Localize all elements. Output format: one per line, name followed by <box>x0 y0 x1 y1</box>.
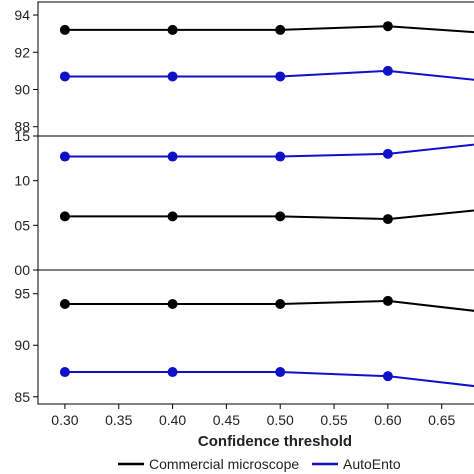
data-point <box>59 151 70 162</box>
panel-3: 85 90 95 <box>14 269 474 405</box>
x-tick-label: 0.30 <box>51 412 78 428</box>
y-tick-label: 05 <box>14 217 30 233</box>
data-point <box>382 148 393 159</box>
data-point <box>382 295 393 306</box>
data-point <box>59 24 70 35</box>
data-point <box>275 367 286 378</box>
data-point <box>59 299 70 310</box>
data-point <box>382 371 393 382</box>
series-line-autoento <box>64 143 474 158</box>
x-tick-label: 0.65 <box>428 412 455 428</box>
y-tick-label: 00 <box>14 262 30 278</box>
data-point <box>167 71 178 82</box>
data-point <box>275 24 286 35</box>
x-tick-label: 0.35 <box>105 412 132 428</box>
data-point <box>382 214 393 225</box>
legend: Commercial microscope AutoEnto <box>118 456 401 472</box>
y-tick-label: 15 <box>14 128 30 144</box>
data-point <box>59 71 70 82</box>
data-point <box>167 24 178 35</box>
data-point <box>275 299 286 310</box>
y-tick-label: 88 <box>14 119 30 135</box>
panel-2: 00 05 10 15 <box>14 128 474 278</box>
series-line-commercial <box>64 299 474 312</box>
x-tick-label: 0.55 <box>320 412 347 428</box>
data-point <box>275 211 286 222</box>
panel-frame <box>37 269 474 405</box>
y-tick-label: 95 <box>14 286 30 302</box>
data-point <box>275 71 286 82</box>
x-tick-label: 0.50 <box>267 412 294 428</box>
y-tick-label: 85 <box>14 389 30 405</box>
y-tick-label: 90 <box>14 81 30 97</box>
x-axis: 0.30 0.35 0.40 0.45 0.50 0.55 0.60 0.65 <box>51 404 456 428</box>
y-tick-label: 90 <box>14 337 30 353</box>
x-tick-label: 0.45 <box>213 412 240 428</box>
data-point <box>167 299 178 310</box>
data-point <box>382 21 393 32</box>
data-point <box>382 65 393 76</box>
x-axis-label: Confidence threshold <box>198 433 352 450</box>
data-point <box>167 211 178 222</box>
data-point <box>167 367 178 378</box>
x-tick-label: 0.60 <box>374 412 401 428</box>
y-tick-label: 94 <box>14 7 30 23</box>
data-point <box>59 211 70 222</box>
data-point <box>59 367 70 378</box>
y-tick-label: 10 <box>14 173 30 189</box>
legend-label-autoento: AutoEnto <box>343 456 401 472</box>
chart-panels: 88 90 92 94 00 05 10 15 85 90 95 <box>14 1 474 405</box>
data-point <box>167 151 178 162</box>
panel-1: 88 90 92 94 <box>14 1 474 137</box>
data-point <box>275 151 286 162</box>
panel-frame <box>37 1 474 137</box>
y-tick-label: 92 <box>14 44 30 60</box>
series-line-commercial <box>64 25 474 34</box>
series-line-commercial <box>64 209 474 221</box>
legend-label-commercial: Commercial microscope <box>149 456 299 472</box>
x-tick-label: 0.40 <box>159 412 186 428</box>
series-line-autoento <box>64 371 474 388</box>
series-line-autoento <box>64 69 474 81</box>
